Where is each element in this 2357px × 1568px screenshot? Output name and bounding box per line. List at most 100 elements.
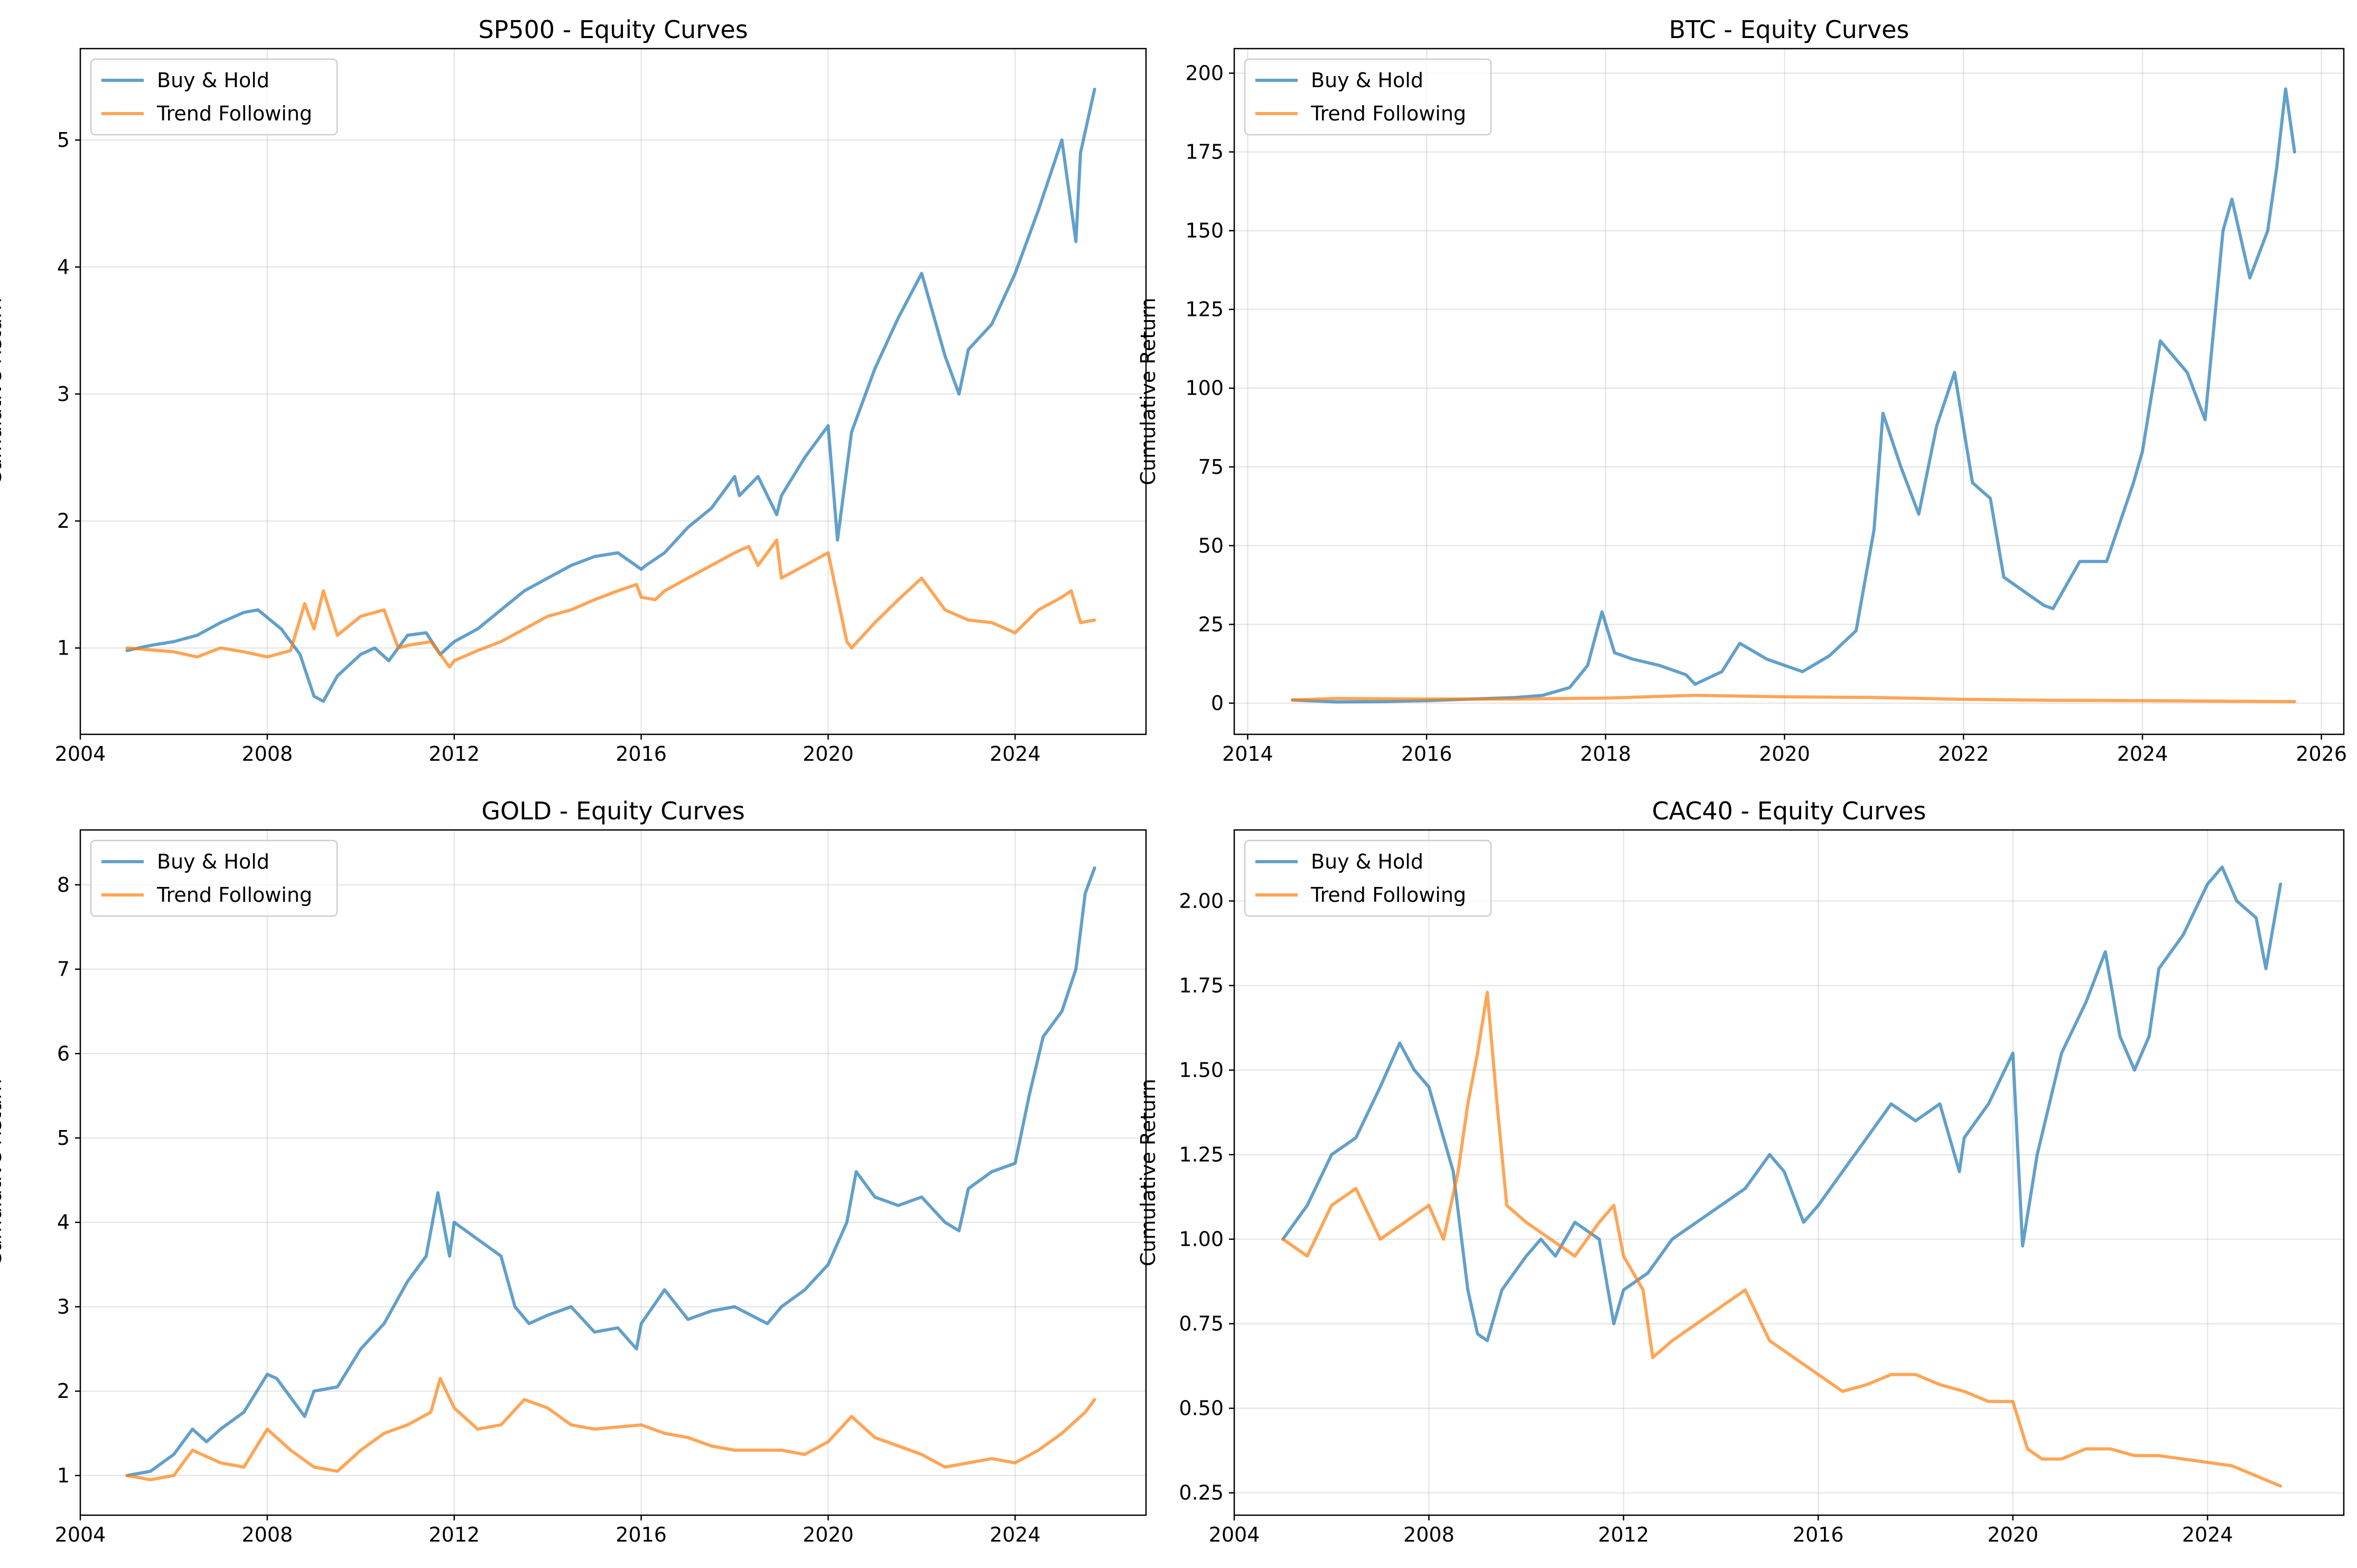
- sp500-x-tick-label: 2008: [242, 742, 293, 766]
- sp500-gridlines: [79, 49, 1146, 734]
- gold-chart-title: GOLD - Equity Curves: [481, 797, 745, 825]
- sp500-y-tick-label: 5: [57, 128, 70, 152]
- btc-y-axis-label: Cumulative Return: [1136, 297, 1160, 485]
- cac40-y-tick-label: 1.25: [1179, 1143, 1224, 1166]
- btc-y-tick-label: 25: [1198, 613, 1224, 636]
- gold-series-line-trend-following: [125, 1377, 1096, 1481]
- cac40-x-tick-label: 2012: [1598, 1523, 1649, 1546]
- gold-y-axis-label: Cumulative Return: [0, 1079, 6, 1266]
- cac40-x-tick-label: 2016: [1793, 1523, 1844, 1546]
- sp500-series-line-buy-hold: [125, 87, 1096, 703]
- cac40-legend: [1244, 839, 1492, 917]
- cac40-chart-title: CAC40 - Equity Curves: [1652, 797, 1926, 825]
- btc-legend: [1244, 58, 1492, 136]
- btc-x-tick-label: 2020: [1759, 742, 1810, 766]
- gold-x-tick-label: 2024: [990, 1523, 1041, 1546]
- gold-panel: GOLD - Equity Curves Cumulative Return 2…: [0, 797, 1147, 1546]
- gold-y-tick-label: 8: [57, 873, 70, 897]
- gold-y-tick-label: 2: [57, 1379, 70, 1403]
- cac40-y-tick-label: 0.25: [1179, 1481, 1224, 1505]
- sp500-x-tick-label: 2016: [616, 742, 667, 766]
- sp500-legend-buy-hold: Buy & Hold: [157, 69, 269, 92]
- btc-legend-buy-hold: Buy & Hold: [1311, 69, 1423, 92]
- cac40-y-axis-label: Cumulative Return: [1136, 1079, 1160, 1266]
- cac40-y-tick-label: 0.75: [1179, 1312, 1224, 1336]
- btc-plot-area: [1291, 87, 2296, 704]
- gold-legend-trend-following: Trend Following: [156, 883, 312, 907]
- cac40-y-tick-label: 0.50: [1179, 1397, 1224, 1420]
- gold-x-tick-label: 2016: [616, 1523, 667, 1546]
- sp500-y-tick-label: 2: [57, 509, 70, 533]
- cac40-plot-area: [1281, 865, 2283, 1488]
- gold-x-tick-label: 2012: [428, 1523, 480, 1546]
- gold-x-tick-label: 2020: [803, 1523, 854, 1546]
- gold-y-tick-label: 1: [57, 1464, 70, 1487]
- btc-legend-box: [1244, 58, 1492, 136]
- gold-y-tick-label: 6: [57, 1042, 70, 1065]
- sp500-x-tick-label: 2020: [803, 742, 854, 766]
- cac40-y-tick-label: 2.00: [1179, 889, 1224, 912]
- gold-plot-area: [125, 866, 1096, 1481]
- btc-series-line-trend-following: [1291, 694, 2296, 703]
- btc-series-line-buy-hold: [1291, 87, 2296, 704]
- sp500-panel: SP500 - Equity Curves Cumulative Return …: [0, 15, 1147, 766]
- cac40-y-tick-label: 1.50: [1179, 1059, 1224, 1082]
- cac40-x-tick-label: 2008: [1403, 1523, 1455, 1546]
- cac40-x-tick-label: 2020: [1987, 1523, 2038, 1546]
- sp500-y-tick-label: 3: [57, 382, 70, 406]
- cac40-axes-frame: [1233, 829, 2345, 1516]
- cac40-series-line-trend-following: [1281, 991, 2283, 1488]
- sp500-legend-box: [90, 58, 338, 136]
- cac40-legend-buy-hold: Buy & Hold: [1311, 850, 1423, 873]
- btc-x-tick-label: 2016: [1401, 742, 1452, 766]
- btc-x-tick-label: 2024: [2117, 742, 2168, 766]
- sp500-x-tick-label: 2004: [55, 742, 106, 766]
- cac40-legend-box: [1244, 839, 1492, 917]
- gold-x-tick-label: 2004: [55, 1523, 106, 1546]
- btc-panel: BTC - Equity Curves Cumulative Return 20…: [1136, 15, 2347, 766]
- sp500-series-line-trend-following: [125, 538, 1096, 669]
- sp500-y-tick-label: 1: [57, 637, 70, 660]
- btc-chart-title: BTC - Equity Curves: [1669, 15, 1909, 44]
- sp500-y-axis-label: Cumulative Return: [0, 297, 6, 485]
- cac40-panel: CAC40 - Equity Curves Cumulative Return …: [1136, 797, 2345, 1546]
- gold-legend-buy-hold: Buy & Hold: [157, 850, 269, 873]
- gold-legend: [90, 839, 338, 917]
- cac40-y-tick-label: 1.00: [1179, 1228, 1224, 1251]
- gold-y-tick-label: 7: [57, 958, 70, 981]
- btc-gridlines: [1234, 49, 2344, 734]
- sp500-legend-trend-following: Trend Following: [156, 102, 312, 125]
- sp500-x-tick-label: 2024: [990, 742, 1041, 766]
- btc-x-tick-label: 2014: [1222, 742, 1273, 766]
- btc-y-tick-label: 50: [1198, 534, 1224, 557]
- cac40-series-line-buy-hold: [1281, 865, 2283, 1342]
- gold-series-line-buy-hold: [125, 866, 1096, 1477]
- btc-x-tick-label: 2026: [2296, 742, 2347, 766]
- gold-y-tick-label: 5: [57, 1126, 70, 1150]
- btc-y-tick-label: 0: [1211, 692, 1224, 715]
- cac40-legend-trend-following: Trend Following: [1310, 883, 1466, 907]
- gold-y-tick-label: 4: [57, 1211, 70, 1234]
- gold-legend-box: [90, 839, 338, 917]
- gold-x-tick-label: 2008: [242, 1523, 293, 1546]
- sp500-plot-area: [125, 87, 1096, 703]
- gold-gridlines: [79, 830, 1146, 1515]
- gold-axes-frame: [79, 829, 1147, 1516]
- sp500-x-tick-label: 2012: [428, 742, 480, 766]
- cac40-x-tick-label: 2024: [2182, 1523, 2233, 1546]
- cac40-x-tick-label: 2004: [1209, 1523, 1260, 1546]
- sp500-chart-title: SP500 - Equity Curves: [478, 15, 748, 44]
- btc-legend-trend-following: Trend Following: [1310, 102, 1466, 125]
- btc-x-tick-label: 2022: [1938, 742, 1989, 766]
- btc-y-tick-label: 125: [1185, 298, 1224, 321]
- cac40-y-tick-label: 1.75: [1179, 974, 1224, 997]
- btc-y-tick-label: 175: [1185, 141, 1224, 164]
- btc-y-tick-label: 200: [1185, 62, 1224, 85]
- btc-y-tick-label: 100: [1185, 377, 1224, 400]
- btc-y-tick-label: 75: [1198, 455, 1224, 479]
- btc-y-tick-label: 150: [1185, 219, 1224, 242]
- btc-x-tick-label: 2018: [1580, 742, 1631, 766]
- sp500-axes-frame: [79, 48, 1147, 735]
- gold-y-tick-label: 3: [57, 1295, 70, 1318]
